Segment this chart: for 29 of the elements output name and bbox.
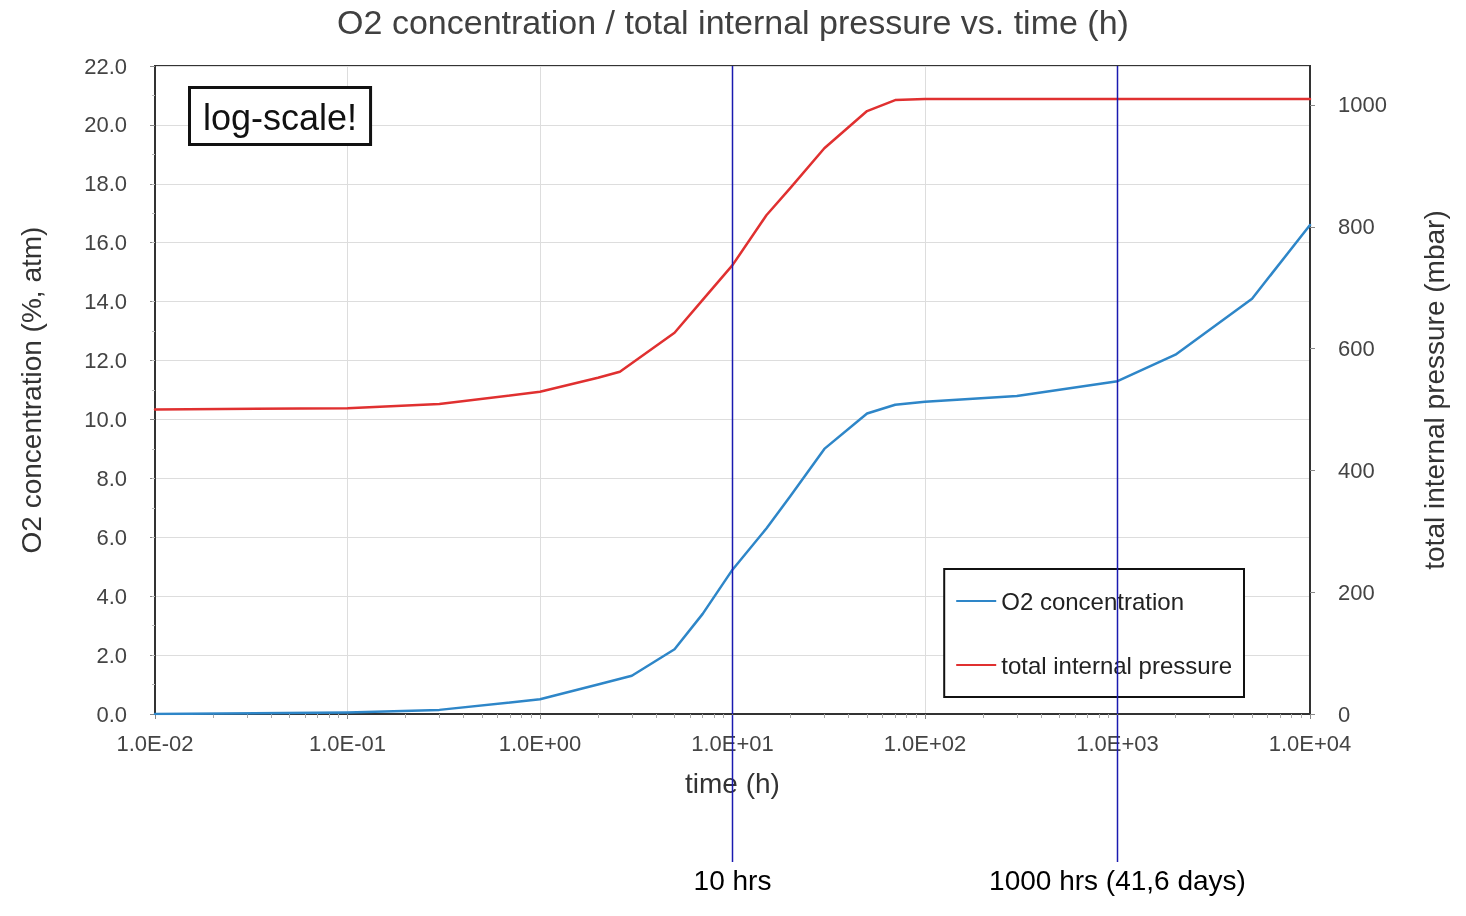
y-tick-label: 0.0	[96, 701, 127, 727]
y-tick-label: 16.0	[84, 230, 127, 256]
y-tick-label: 20.0	[84, 112, 127, 138]
y-tick-label: 22.0	[84, 53, 127, 79]
ref-line-label: 1000 hrs (41,6 days)	[989, 864, 1246, 896]
y2-tick-label: 600	[1338, 336, 1375, 362]
y2-tick-label: 0	[1338, 701, 1351, 727]
y-axis-title: O2 concentration (%, atm)	[15, 226, 47, 554]
y2-tick-label: 200	[1338, 579, 1375, 605]
x-tick-label: 1.0E-01	[308, 730, 387, 756]
y-tick-label: 2.0	[96, 642, 127, 668]
y-tick-label: 12.0	[84, 348, 127, 374]
y-tick-label: 6.0	[96, 524, 127, 550]
y-tick-label: 18.0	[84, 171, 127, 197]
annotation: log-scale!	[203, 96, 358, 138]
y2-tick-label: 800	[1338, 214, 1375, 240]
ref-line-label: 10 hrs	[693, 864, 772, 896]
y-tick-label: 8.0	[96, 465, 127, 491]
chart-title: O2 concentration / total internal pressure vs. time (h)	[337, 3, 1129, 41]
x-tick-label: 1.0E+04	[1268, 730, 1352, 756]
x-tick-label: 1.0E+02	[883, 730, 967, 756]
y2-axis-title: total internal pressure (mbar)	[1418, 210, 1450, 570]
x-tick-label: 1.0E+00	[498, 730, 582, 756]
y-tick-label: 10.0	[84, 406, 127, 432]
y-tick-label: 4.0	[96, 583, 127, 609]
y2-tick-label: 1000	[1338, 92, 1387, 118]
x-tick-label: 1.0E-02	[116, 730, 194, 756]
y2-tick-label: 400	[1338, 457, 1375, 483]
y-tick-label: 14.0	[84, 289, 127, 315]
